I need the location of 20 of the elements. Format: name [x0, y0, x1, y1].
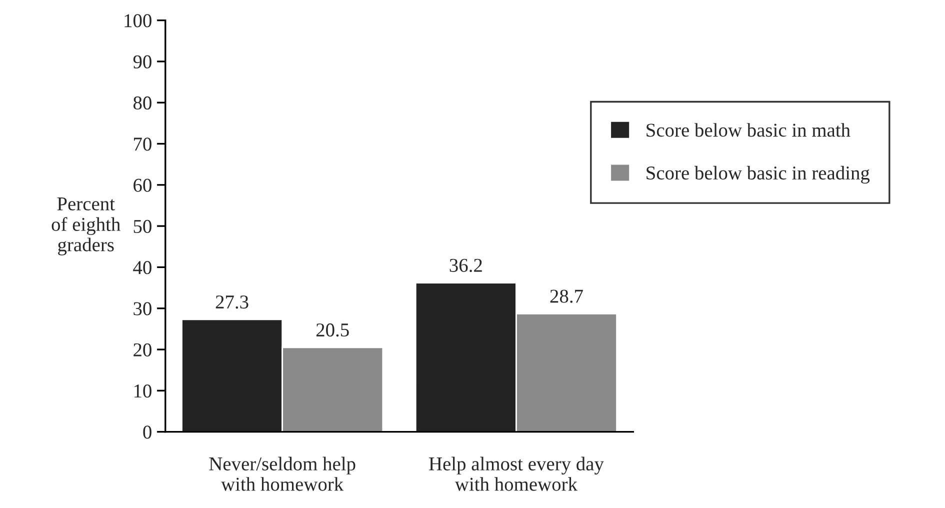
y-tick-label: 100 — [124, 14, 152, 28]
y-tick-label: 40 — [133, 261, 152, 274]
y-tick-label: 70 — [134, 138, 152, 151]
y-tick-label: 30 — [134, 302, 152, 316]
legend-label: Score below basic in reading — [646, 166, 870, 184]
y-tick-label: 50 — [134, 220, 152, 233]
data-label: 27.3 — [216, 296, 248, 309]
y-tick-label: 10 — [134, 384, 152, 398]
data-label: 28.7 — [550, 290, 583, 303]
y-tick-label: 90 — [133, 55, 152, 68]
y-tick-label: 20 — [134, 343, 152, 356]
data-label: 36.2 — [450, 258, 482, 272]
x-tick-label: Help almost every day with homework — [429, 456, 604, 491]
y-tick-label: 60 — [134, 178, 152, 192]
y-axis-title: Percent of eighth graders — [52, 197, 120, 256]
legend-label: Score below basic in math — [646, 123, 850, 137]
y-tick-label: 80 — [133, 96, 152, 110]
y-tick-label: 0 — [143, 426, 152, 439]
data-label: 20.5 — [316, 323, 349, 337]
x-tick-label: Never/seldom help with homework — [209, 456, 356, 491]
